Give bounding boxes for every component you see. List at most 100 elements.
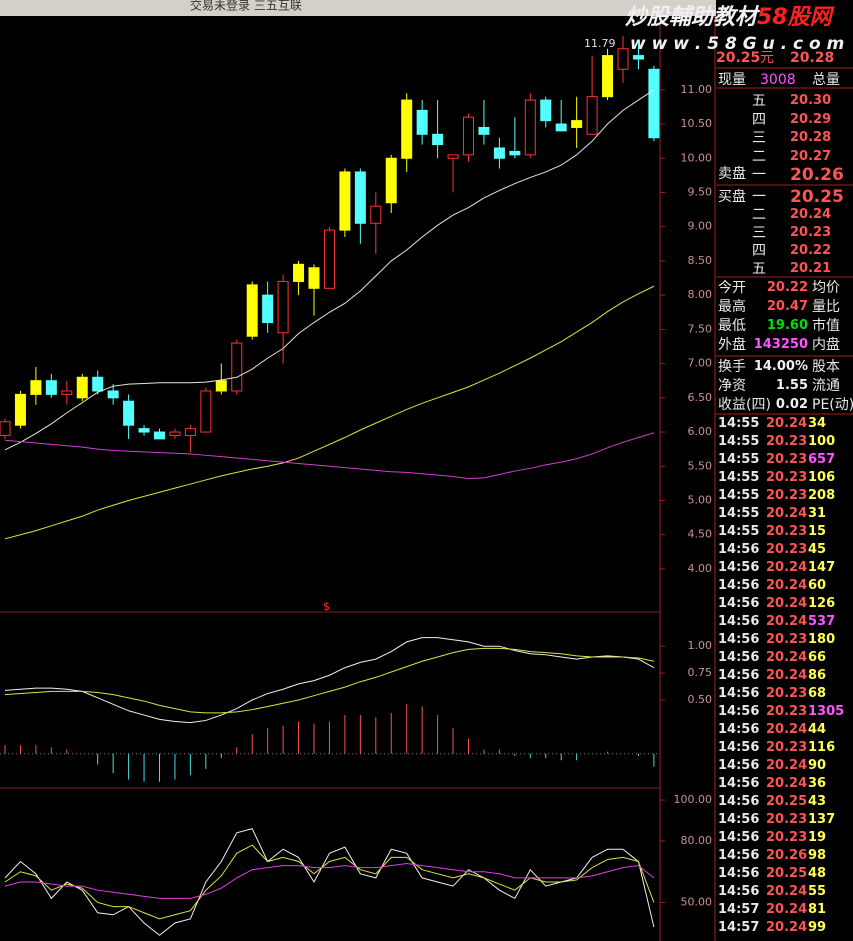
stat-value: 1.55 xyxy=(775,378,808,393)
stat-label: 今开 xyxy=(718,280,746,296)
stat-label: 净资 xyxy=(718,378,746,394)
trade-volume: 15 xyxy=(808,524,827,539)
trade-price: 20.24 xyxy=(766,416,808,431)
y-tick-label: 10.50 xyxy=(681,117,713,130)
indicator-line xyxy=(4,647,655,714)
trade-volume: 1305 xyxy=(808,704,845,719)
bid-level: 一 xyxy=(752,189,766,205)
y-tick-label: 7.00 xyxy=(688,357,713,370)
stat-label-2: 内盘 xyxy=(812,337,840,353)
trade-time: 14:56 xyxy=(718,650,760,665)
trade-time: 14:56 xyxy=(718,866,760,881)
trade-volume: 537 xyxy=(808,614,836,629)
trade-price: 20.24 xyxy=(766,596,808,611)
candle-body xyxy=(385,157,397,204)
trade-volume: 48 xyxy=(808,866,827,881)
trade-time: 14:55 xyxy=(718,416,760,431)
indicator-line xyxy=(4,637,655,724)
ask-level: 三 xyxy=(752,130,766,146)
ask-level: 一 xyxy=(752,167,766,183)
candle-body xyxy=(107,390,119,399)
trade-time: 14:56 xyxy=(718,884,760,899)
watermark-brand: 炒股輔助教材 xyxy=(625,5,761,30)
trade-time: 14:57 xyxy=(718,902,760,917)
trade-price: 20.25 xyxy=(766,794,808,809)
candle-body xyxy=(154,431,165,440)
candle-body xyxy=(246,284,258,337)
trade-time: 14:56 xyxy=(718,686,760,701)
trade-price: 20.24 xyxy=(766,614,808,629)
candle-body xyxy=(354,171,366,224)
last-price: 20.25 xyxy=(716,50,761,66)
trade-volume: 86 xyxy=(808,668,827,683)
trade-price: 20.24 xyxy=(766,902,808,917)
y-tick-label: 100.00 xyxy=(674,793,713,806)
volume-value: 3008 xyxy=(760,72,796,88)
trade-time: 14:56 xyxy=(718,596,760,611)
trade-volume: 99 xyxy=(808,920,827,935)
bid-price: 20.25 xyxy=(790,187,844,207)
trade-time: 14:56 xyxy=(718,830,760,845)
trade-time: 14:56 xyxy=(718,542,760,557)
trade-volume: 68 xyxy=(808,686,827,701)
stat-value: 14.00% xyxy=(753,359,808,374)
indicator-line xyxy=(4,285,655,540)
y-tick-label: 6.50 xyxy=(688,391,713,404)
trade-time: 14:56 xyxy=(718,578,760,593)
indicator-line xyxy=(4,432,655,480)
trade-time: 14:56 xyxy=(718,560,760,575)
stat-value: 20.47 xyxy=(766,299,808,314)
trade-time: 14:56 xyxy=(718,668,760,683)
trade-volume: 180 xyxy=(808,632,836,647)
trade-price: 20.24 xyxy=(766,776,808,791)
stat-value: 143250 xyxy=(753,337,808,352)
indicator-line xyxy=(4,844,655,920)
trade-time: 14:55 xyxy=(718,524,760,539)
candle-body xyxy=(323,229,335,289)
high-annotation: 11.79 xyxy=(584,37,616,50)
candle-body xyxy=(602,55,614,98)
candle-body xyxy=(76,376,88,399)
trade-volume: 60 xyxy=(808,578,827,593)
trade-time: 14:55 xyxy=(718,452,760,467)
candle-body xyxy=(493,147,505,159)
candle-body xyxy=(123,400,135,426)
trade-time: 14:55 xyxy=(718,470,760,485)
ask-price: 20.29 xyxy=(790,111,832,127)
candle-body xyxy=(169,431,181,436)
trade-price: 20.24 xyxy=(766,560,808,575)
ask-level: 五 xyxy=(752,93,766,109)
candle-body xyxy=(370,205,382,224)
ask-price: 20.28 xyxy=(790,130,832,145)
price-unit: 元 xyxy=(760,50,774,66)
y-tick-label: 11.00 xyxy=(681,83,713,96)
trade-volume: 66 xyxy=(808,650,827,665)
bid-level: 四 xyxy=(752,243,766,259)
trade-price: 20.23 xyxy=(766,524,808,539)
trade-time: 14:56 xyxy=(718,704,760,719)
y-tick-label: 9.50 xyxy=(688,185,713,198)
bid-level: 二 xyxy=(752,207,766,223)
stat-value: 0.02 xyxy=(775,397,808,412)
indicator-line xyxy=(4,828,655,936)
candle-body xyxy=(277,280,289,334)
trade-price: 20.23 xyxy=(766,830,808,845)
trade-time: 14:55 xyxy=(718,434,760,449)
trade-volume: 208 xyxy=(808,488,836,503)
candle-body xyxy=(231,342,243,392)
y-tick-label: 7.50 xyxy=(688,322,713,335)
candle-body xyxy=(308,267,320,289)
y-tick-label: 6.00 xyxy=(688,425,713,438)
trade-volume: 100 xyxy=(808,434,836,449)
candle-body xyxy=(262,294,274,324)
window-title: 交易未登录 三五互联 xyxy=(190,0,302,13)
trade-price: 20.23 xyxy=(766,542,808,557)
bid-price: 20.24 xyxy=(790,207,832,222)
candle-body xyxy=(463,116,474,156)
stat-label-2: 股本 xyxy=(812,359,840,375)
stat-label-2: PE(动) xyxy=(812,397,853,413)
trade-price: 20.23 xyxy=(766,452,808,467)
trade-price: 20.24 xyxy=(766,578,808,593)
candle-body xyxy=(45,380,57,395)
